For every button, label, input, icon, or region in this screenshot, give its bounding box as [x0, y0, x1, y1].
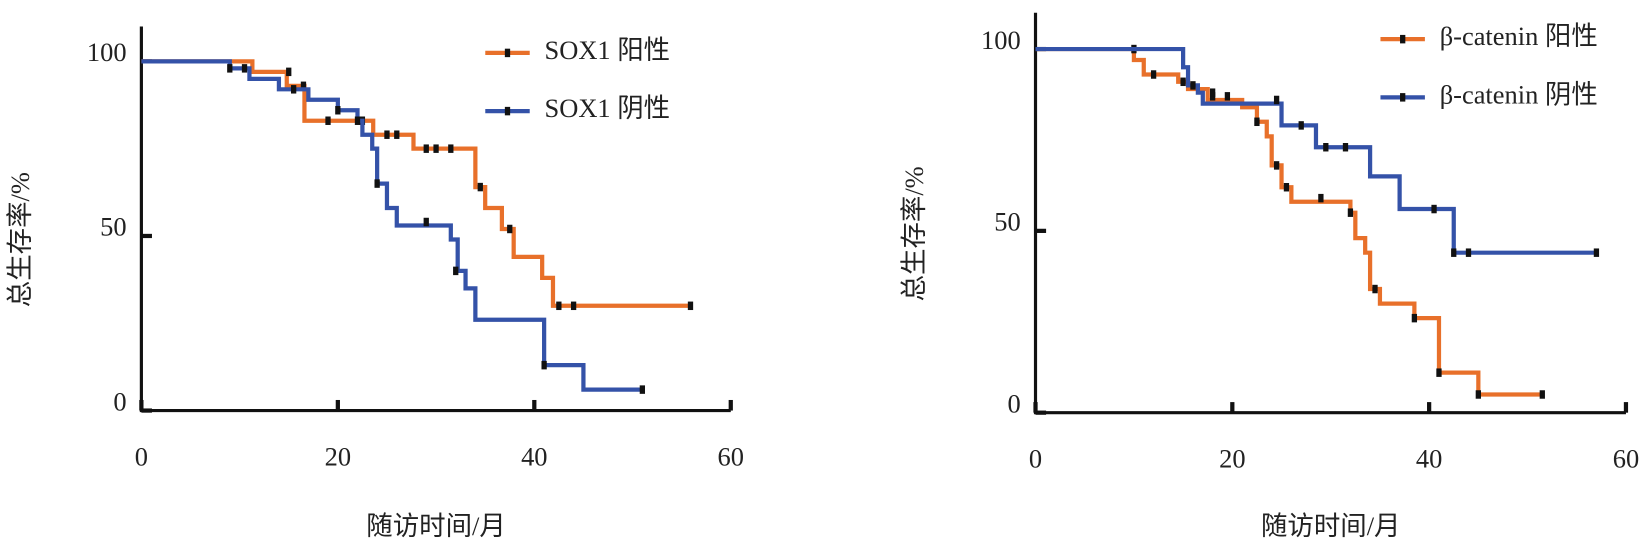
- censor-mark: [433, 144, 439, 153]
- legend-marker: [1400, 34, 1406, 44]
- panel: 0 20 40 60 0 50 100 随访时间/月 总生存率/% β-catenin 阳性 β-c…: [899, 12, 1639, 541]
- censor-mark: [1180, 77, 1186, 87]
- y-tick-label: 0: [113, 386, 126, 416]
- axes: [1033, 12, 1626, 415]
- y-tick-label: 50: [100, 212, 126, 242]
- censor-mark: [541, 360, 547, 370]
- x-tick-label: 20: [1219, 443, 1245, 473]
- censor-mark: [1150, 70, 1157, 79]
- censor-mark: [374, 179, 380, 188]
- x-tick-label: 0: [1029, 443, 1042, 473]
- survival-line: [1035, 46, 1597, 255]
- censor-mark: [354, 116, 361, 125]
- censor-mark: [639, 385, 646, 394]
- censor-mark: [507, 224, 513, 234]
- censor-mark: [1190, 81, 1196, 90]
- legend-label: β-catenin 阳性: [1440, 21, 1598, 51]
- y-tick-label: 100: [981, 25, 1021, 55]
- legend-marker: [504, 48, 511, 58]
- x-tick-label: 20: [325, 441, 351, 471]
- censor-mark: [1431, 204, 1437, 214]
- x-tick-label: 0: [135, 441, 148, 471]
- legend-label: SOX1 阴性: [545, 93, 671, 123]
- censor-mark: [335, 106, 341, 115]
- censor-mark: [1347, 208, 1354, 217]
- censor-mark: [1254, 117, 1260, 127]
- censor-mark: [1224, 92, 1231, 101]
- survival-line: [141, 59, 643, 392]
- legend-label: β-catenin 阴性: [1440, 79, 1598, 109]
- y-tick-label: 0: [1007, 388, 1020, 418]
- censor-mark: [423, 144, 429, 153]
- censor-mark: [227, 64, 233, 73]
- legend-marker: [1400, 93, 1406, 102]
- censor-mark: [1436, 368, 1442, 377]
- censor-mark: [1411, 313, 1418, 323]
- x-axis-label: 随访时间/月: [1261, 511, 1401, 541]
- censor-mark: [556, 301, 562, 311]
- censor-mark: [1342, 143, 1349, 152]
- y-tick-label: 100: [87, 37, 127, 67]
- censor-mark: [300, 81, 307, 91]
- survival-line: [141, 59, 691, 308]
- y-tick-label: 50: [994, 207, 1020, 237]
- censor-mark: [448, 144, 454, 153]
- censor-mark: [1318, 193, 1324, 203]
- censor-mark: [477, 182, 483, 192]
- censor-mark: [394, 130, 400, 139]
- censor-mark: [1273, 161, 1280, 170]
- censor-mark: [1475, 390, 1481, 399]
- x-tick-label: 40: [521, 441, 547, 471]
- censor-mark: [1209, 88, 1216, 97]
- censor-mark: [1372, 284, 1378, 294]
- censor-mark: [1593, 248, 1600, 257]
- censor-mark: [1323, 143, 1329, 152]
- y-axis-label: 总生存率/%: [5, 172, 35, 307]
- censor-mark: [241, 64, 248, 73]
- censor-mark: [1298, 121, 1304, 130]
- censor-mark: [1465, 248, 1472, 257]
- censor-mark: [290, 85, 297, 94]
- censor-mark: [1451, 248, 1457, 257]
- x-tick-label: 60: [1613, 443, 1639, 473]
- censor-mark: [1273, 95, 1280, 105]
- x-axis-label: 随访时间/月: [366, 511, 506, 541]
- x-tick-label: 40: [1416, 443, 1442, 473]
- censor-mark: [1283, 183, 1290, 192]
- censor-mark: [570, 301, 577, 311]
- axes: [139, 26, 731, 413]
- legend-marker: [504, 106, 511, 116]
- censor-mark: [286, 67, 292, 77]
- censor-mark: [325, 116, 331, 125]
- censor-mark: [384, 130, 390, 139]
- panel: 0 20 40 60 0 50 100 随访时间/月 总生存率/% SOX1 阳性 SOX1 阴性: [5, 26, 744, 541]
- censor-mark: [453, 266, 459, 276]
- censor-mark: [423, 217, 429, 227]
- y-axis-label: 总生存率/%: [899, 166, 929, 301]
- censor-mark: [1539, 390, 1545, 399]
- x-tick-label: 60: [718, 441, 744, 471]
- legend-label: SOX1 阳性: [545, 35, 671, 65]
- censor-mark: [687, 301, 694, 311]
